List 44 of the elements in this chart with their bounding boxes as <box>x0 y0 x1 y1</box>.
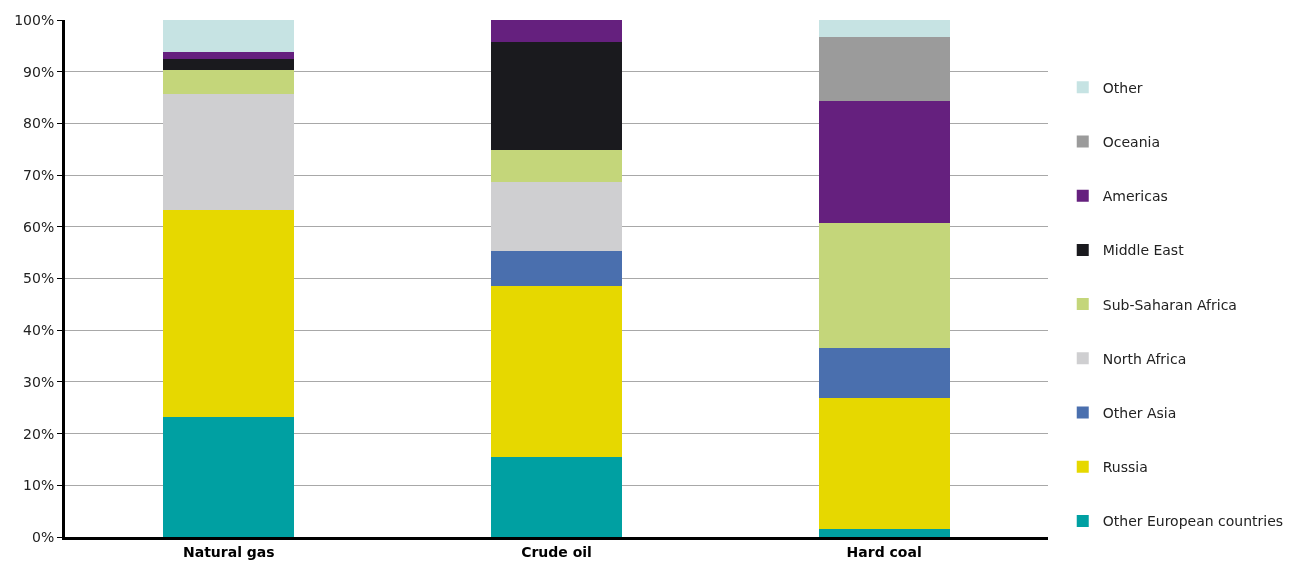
legend-label: Middle East <box>1102 242 1185 259</box>
legend-label: Other Asia <box>1102 404 1177 421</box>
bar <box>163 93 295 211</box>
bar <box>818 36 950 102</box>
bar <box>490 285 623 458</box>
bar <box>163 417 295 537</box>
y-tick-label: 80% <box>23 115 55 132</box>
y-tick-label: 90% <box>23 63 55 80</box>
bar <box>163 52 295 60</box>
y-tick-label: 20% <box>23 425 55 442</box>
y-tick-label: 40% <box>23 322 55 339</box>
bar <box>818 398 950 529</box>
bar <box>490 182 623 251</box>
legend-label: Sub-Saharan Africa <box>1102 296 1237 313</box>
y-tick-label: 10% <box>23 477 55 494</box>
bar <box>818 101 950 223</box>
bar <box>490 250 623 286</box>
y-tick-label: 70% <box>23 167 55 183</box>
bar <box>490 42 623 150</box>
y-tick-label: 60% <box>23 218 55 235</box>
x-tick-label: Natural gas <box>183 543 275 560</box>
y-tick-label: 50% <box>23 270 55 287</box>
legend-label: North Africa <box>1102 350 1187 367</box>
y-tick-label: 100% <box>14 11 55 28</box>
bar <box>490 149 623 183</box>
x-tick-label: Crude oil <box>521 543 592 560</box>
bar <box>818 222 950 348</box>
bar <box>818 20 950 37</box>
bar <box>163 210 295 418</box>
bar <box>163 59 295 70</box>
bar <box>490 457 623 537</box>
bar <box>490 20 623 43</box>
legend-label: Other European countries <box>1102 513 1284 530</box>
legend-label: Oceania <box>1102 133 1161 150</box>
bar <box>163 20 295 53</box>
x-tick-label: Hard coal <box>846 543 922 560</box>
bar <box>163 69 295 94</box>
y-tick-label: 30% <box>23 373 55 390</box>
legend-label: Russia <box>1102 459 1148 476</box>
bar <box>818 347 950 399</box>
bar <box>818 528 950 537</box>
legend-label: Other <box>1102 79 1143 96</box>
y-tick-label: 0% <box>31 528 55 545</box>
legend-label: Americas <box>1102 188 1168 205</box>
